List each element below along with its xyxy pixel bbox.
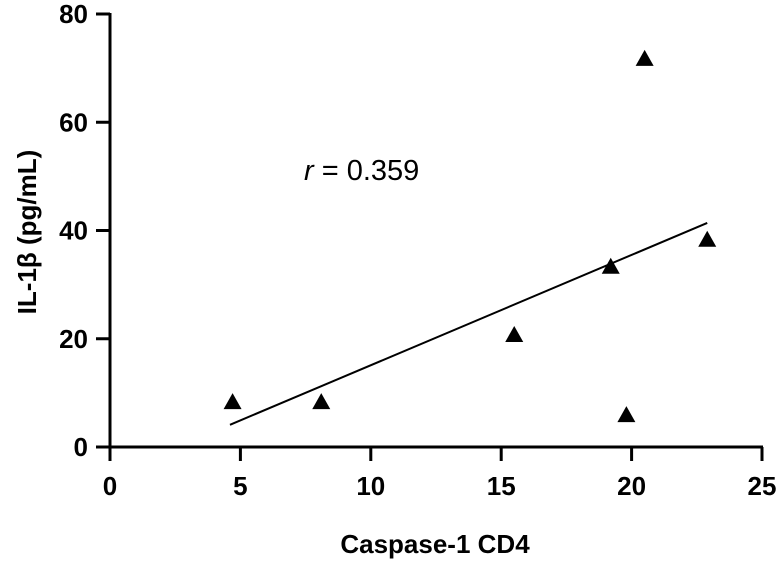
y-tick-label: 20 bbox=[59, 324, 88, 354]
x-tick-label: 15 bbox=[487, 471, 516, 501]
triangle-marker bbox=[617, 406, 636, 423]
y-tick-label: 60 bbox=[59, 107, 88, 137]
x-tick-label: 0 bbox=[103, 471, 117, 501]
triangle-marker bbox=[223, 393, 242, 410]
regression-line bbox=[229, 222, 708, 426]
triangle-marker bbox=[698, 230, 717, 247]
r-value: = 0.359 bbox=[314, 155, 420, 187]
triangle-marker bbox=[312, 393, 331, 410]
y-axis: 0 20 40 60 80 bbox=[59, 0, 112, 462]
data-points bbox=[223, 49, 717, 423]
x-tick-label: 10 bbox=[356, 471, 385, 501]
x-tick-label: 5 bbox=[233, 471, 247, 501]
r-symbol: r bbox=[304, 155, 315, 187]
y-tick-label: 40 bbox=[59, 216, 88, 246]
triangle-marker bbox=[601, 257, 620, 274]
y-axis-title: IL-1β (pg/mL) bbox=[12, 150, 42, 315]
x-tick-label: 20 bbox=[617, 471, 646, 501]
correlation-annotation: r = 0.359 bbox=[304, 155, 419, 187]
x-axis: 0 5 10 15 20 25 bbox=[96, 445, 777, 501]
y-tick-label: 0 bbox=[74, 432, 88, 462]
x-tick-label: 25 bbox=[748, 471, 777, 501]
triangle-marker bbox=[635, 49, 654, 66]
y-tick-label: 80 bbox=[59, 0, 88, 29]
x-axis-title: Caspase-1 CD4 bbox=[340, 529, 530, 559]
triangle-marker bbox=[505, 325, 524, 342]
